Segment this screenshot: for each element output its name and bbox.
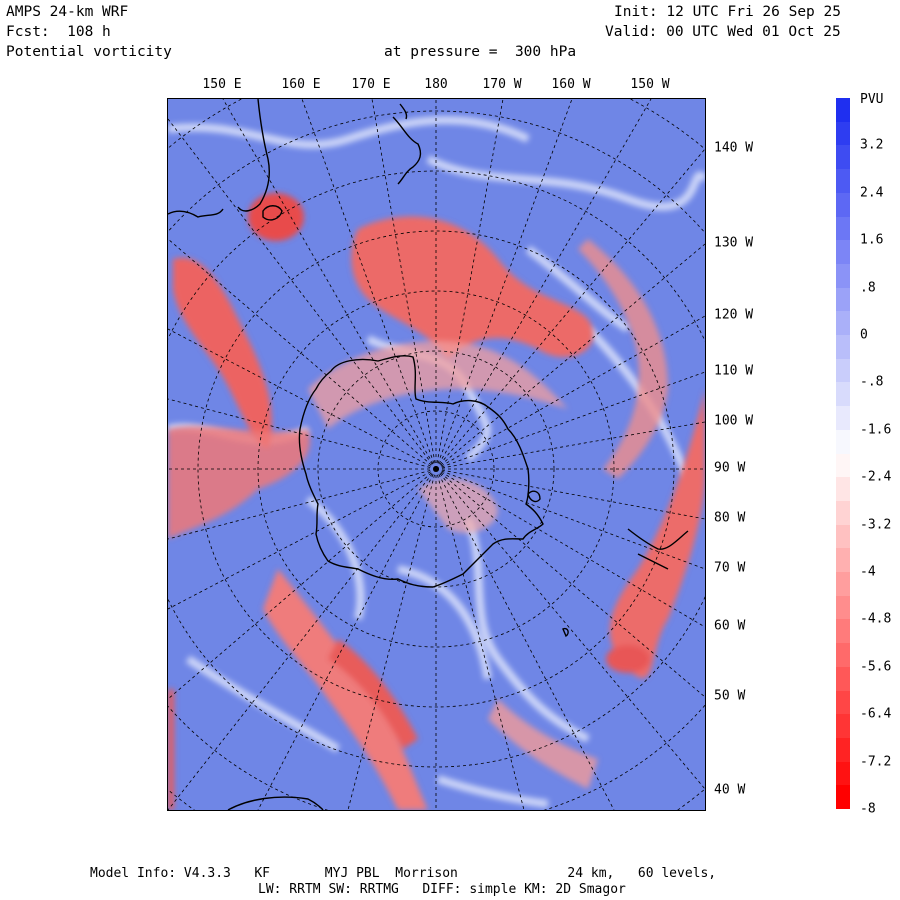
colorbar-segment [836,98,850,123]
colorbar-tick-label: .8 [860,280,876,296]
colorbar-segment [836,737,850,763]
field-name: Potential vorticity [6,44,172,60]
model-title: AMPS 24-km WRF [6,4,129,20]
lon-label-170e: 170 E [351,77,391,92]
lon-label-160w: 160 W [551,77,591,92]
colorbar-tick-label: -.8 [860,374,884,390]
colorbar-segment [836,287,850,312]
colorbar-segment [836,406,850,431]
colorbar-segment [836,500,850,526]
colorbar-segment [836,619,850,644]
colorbar-segment [836,145,850,170]
lon-label-120w: 120 W [714,307,754,323]
colorbar-tick-label: -4 [860,564,876,580]
colorbar-segment [836,429,850,454]
coastlines [168,99,689,810]
lon-label-150w: 150 W [630,77,670,92]
forecast-hour: Fcst: 108 h [6,24,111,40]
colorbar-segment [836,690,850,715]
colorbar-segment [836,335,850,360]
colorbar-segment [836,216,850,241]
colorbar-segment [836,121,850,146]
colorbar-segment [836,572,850,597]
lon-label-40w: 40 W [714,782,746,798]
potential-vorticity-map [168,99,705,810]
colorbar [836,98,850,810]
australia-coast [237,99,270,212]
colorbar-tick-label: 1.6 [860,232,884,248]
lon-label-100w: 100 W [714,413,754,429]
colorbar-segment [836,358,850,383]
colorbar-segment [836,192,850,217]
south-america-coast [627,528,689,550]
colorbar-segment [836,666,850,691]
valid-time: Valid: 00 UTC Wed 01 Oct 25 [605,24,841,40]
lon-label-80w: 80 W [714,510,746,526]
tasmania-coast [262,205,283,221]
lon-label-170w: 170 W [482,77,522,92]
colorbar-tick-label: -1.6 [860,422,892,438]
colorbar-tick-label: 2.4 [860,185,884,201]
colorbar-tick-label: -8 [860,801,876,817]
lon-label-130w: 130 W [714,235,754,251]
colorbar-tick-label: 3.2 [860,137,884,153]
lon-label-60w: 60 W [714,618,746,634]
lon-label-90w: 90 W [714,460,746,476]
colorbar-unit: PVU [860,92,884,107]
colorbar-segment [836,477,850,502]
lon-label-110w: 110 W [714,363,754,379]
colorbar-tick-label: -5.6 [860,659,892,675]
colorbar-segment [836,714,850,739]
lon-label-150e: 150 E [202,77,242,92]
lon-label-70w: 70 W [714,560,746,576]
colorbar-segment [836,524,850,549]
new-zealand-coast [392,116,422,185]
colorbar-segment [836,643,850,668]
colorbar-segment [836,311,850,336]
lon-label-50w: 50 W [714,688,746,704]
colorbar-segment [836,761,850,786]
colorbar-segment [836,595,850,620]
colorbar-tick-label: -4.8 [860,611,892,627]
lon-label-180: 180 [424,77,448,92]
map-panel [167,98,706,811]
colorbar-tick-label: -7.2 [860,754,892,770]
antarctica-coast [298,355,544,588]
graticule [168,99,705,810]
colorbar-segment [836,169,850,194]
colorbar-tick-label: -2.4 [860,469,892,485]
colorbar-tick-label: 0 [860,327,868,343]
model-info-line1: Model Info: V4.3.3 KF MYJ PBL Morrison 2… [90,866,717,881]
colorbar-segment [836,548,850,573]
colorbar-segment [836,240,850,265]
colorbar-segment [836,453,850,478]
pressure-level: at pressure = 300 hPa [384,44,577,60]
pv-negative-features [168,193,705,810]
colorbar-tick-label: -6.4 [860,706,892,722]
colorbar-segment [836,263,850,289]
lon-label-140w: 140 W [714,140,754,156]
colorbar-segment [836,382,850,407]
lon-label-160e: 160 E [281,77,321,92]
colorbar-segment [836,785,850,810]
model-info-line2: LW: RRTM SW: RRTMG DIFF: simple KM: 2D S… [258,882,626,897]
colorbar-tick-label: -3.2 [860,517,892,533]
init-time: Init: 12 UTC Fri 26 Sep 25 [614,4,841,20]
